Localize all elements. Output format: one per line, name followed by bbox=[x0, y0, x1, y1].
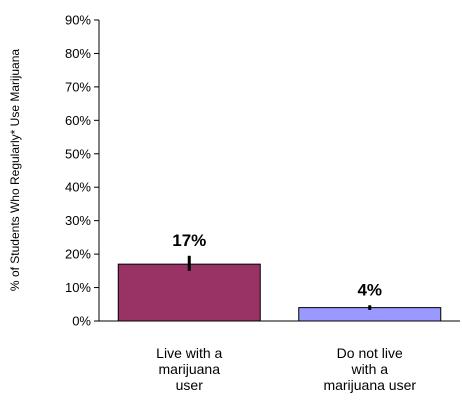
y-tick-label: 20% bbox=[65, 247, 91, 262]
y-tick-label: 70% bbox=[65, 79, 91, 94]
y-tick-label: 40% bbox=[65, 180, 91, 195]
y-tick-label: 0% bbox=[72, 314, 91, 329]
category-label: marijuana bbox=[159, 361, 221, 377]
category-label: Do not live bbox=[337, 345, 403, 361]
category-label: Live with a bbox=[156, 345, 222, 361]
bars bbox=[117, 255, 442, 322]
y-axis-title: % of Students Who Regularly* Use Marijua… bbox=[8, 49, 22, 291]
data-labels: 17% 4% bbox=[172, 231, 382, 299]
y-tick-label: 50% bbox=[65, 146, 91, 161]
y-axis-title-group: % of Students Who Regularly* Use Marijua… bbox=[8, 49, 22, 291]
data-label: 17% bbox=[172, 231, 206, 250]
y-tick-label: 90% bbox=[65, 13, 91, 28]
y-tick-label: 30% bbox=[65, 213, 91, 228]
y-axis-ticks: 0% 10% 20% 30% 40% 50% 60% 70% 80% 90% bbox=[65, 13, 99, 329]
data-label: 4% bbox=[357, 280, 382, 299]
category-label: user bbox=[176, 377, 204, 393]
axes bbox=[98, 20, 460, 322]
y-tick-label: 80% bbox=[65, 46, 91, 61]
y-tick-label: 10% bbox=[65, 280, 91, 295]
category-label: with a bbox=[350, 361, 388, 377]
category-label: marijuana user bbox=[323, 377, 416, 393]
y-tick-label: 60% bbox=[65, 113, 91, 128]
bar bbox=[117, 263, 261, 322]
